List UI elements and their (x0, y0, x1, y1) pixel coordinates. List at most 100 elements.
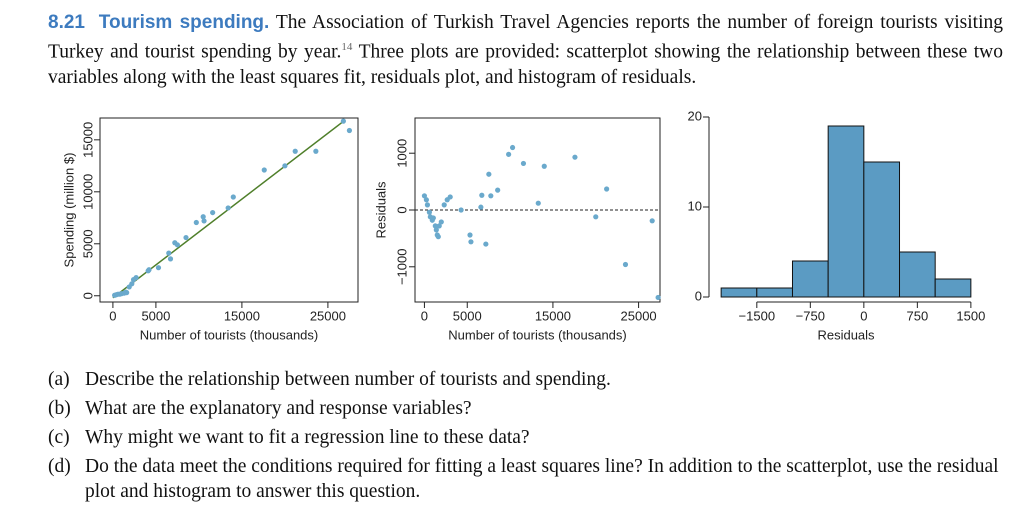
question-text: Describe the relationship between number… (85, 369, 611, 390)
point (483, 241, 489, 247)
point (174, 242, 180, 248)
point (447, 194, 453, 200)
bar (791, 260, 829, 298)
y-tick-label: 1000 (394, 139, 409, 168)
point (230, 194, 236, 200)
point (593, 214, 599, 220)
point (201, 218, 207, 224)
point (124, 290, 130, 296)
question: (d) Do the data meet the conditions requi… (48, 454, 1003, 504)
exercise-text: Three plots are provided: scatterplot sh… (48, 41, 1003, 88)
y-tick-label: 0 (80, 292, 95, 299)
point (200, 214, 206, 220)
y-axis-label: Residuals (373, 181, 388, 239)
y-tick-label: −1000 (394, 249, 409, 286)
point (340, 118, 346, 124)
point (424, 202, 431, 208)
point (146, 267, 152, 273)
point (488, 193, 494, 199)
point (155, 265, 162, 271)
point (509, 144, 516, 151)
point (167, 256, 174, 262)
point (210, 209, 216, 216)
point (541, 163, 547, 169)
bar (934, 278, 972, 298)
bar (863, 161, 901, 298)
point (282, 163, 288, 169)
y-tick-label: 20 (688, 108, 702, 123)
x-tick-label: 25000 (310, 308, 346, 323)
x-tick-label: 0 (421, 308, 428, 323)
y-tick-label: 10 (688, 198, 702, 213)
point (193, 219, 199, 226)
question-text: Do the data meet the conditions required… (85, 456, 999, 502)
question-text: What are the explanatory and response va… (85, 398, 472, 419)
point (486, 171, 492, 177)
point (421, 193, 428, 199)
y-tick-label: 15000 (80, 122, 95, 158)
footnote: 14 (341, 41, 353, 53)
x-tick-label: 25000 (621, 308, 657, 323)
point (458, 207, 464, 213)
point (430, 215, 436, 221)
bar (827, 125, 865, 298)
point (438, 219, 444, 225)
point (506, 151, 512, 157)
point (133, 274, 139, 281)
question: (a) Describe the relationship between num… (48, 367, 1003, 392)
x-axis-label: Number of tourists (thousands) (140, 327, 318, 342)
point (432, 223, 438, 229)
exercise-text: The Association of Turkish Travel Agenci… (48, 12, 1004, 63)
point (479, 192, 485, 198)
y-axis-label: Spending (million $) (61, 153, 76, 268)
x-tick-label: 0 (860, 308, 867, 323)
x-tick-label: −750 (796, 308, 825, 323)
bar (720, 287, 758, 298)
question-label: (c) (48, 427, 70, 448)
point (346, 127, 352, 134)
point (467, 232, 473, 238)
x-tick-label: 750 (906, 308, 928, 323)
point (441, 202, 447, 208)
x-tick-label: 5000 (141, 308, 170, 323)
x-tick-label: 0 (109, 308, 116, 323)
x-axis-label: Residuals (817, 327, 875, 342)
exercise-number: 8.21 (48, 12, 85, 33)
point (426, 209, 432, 215)
point (435, 234, 441, 240)
point (423, 197, 429, 203)
point (478, 204, 484, 210)
point (622, 261, 629, 268)
y-tick-label: 5000 (80, 229, 95, 258)
point (261, 167, 267, 173)
x-tick-label: 15000 (224, 308, 260, 323)
point (520, 160, 527, 167)
bar (899, 251, 936, 298)
point (495, 187, 501, 193)
point (655, 294, 661, 301)
question-label: (a) (48, 369, 70, 390)
point (468, 239, 474, 245)
point (535, 200, 541, 206)
point (572, 154, 578, 160)
x-tick-label: 5000 (453, 308, 482, 323)
point (436, 223, 442, 229)
point (292, 148, 298, 154)
y-tick-label: 0 (394, 206, 409, 213)
question: (b) What are the explanatory and response… (48, 396, 1003, 421)
question: (c) Why might we want to fit a regression… (48, 425, 1003, 450)
question-label: (d) (48, 456, 71, 477)
x-tick-label: 1500 (956, 308, 985, 323)
point (313, 148, 319, 154)
x-tick-label: 15000 (535, 308, 571, 323)
point (166, 250, 172, 256)
point (649, 218, 655, 224)
question-label: (b) (48, 398, 71, 419)
point (183, 234, 189, 241)
y-tick-label: 0 (695, 288, 702, 303)
bar (756, 287, 793, 298)
exercise: 8.21 Tourism spending. The Association o… (48, 10, 1003, 90)
x-axis-label: Number of tourists (thousands) (448, 327, 626, 342)
